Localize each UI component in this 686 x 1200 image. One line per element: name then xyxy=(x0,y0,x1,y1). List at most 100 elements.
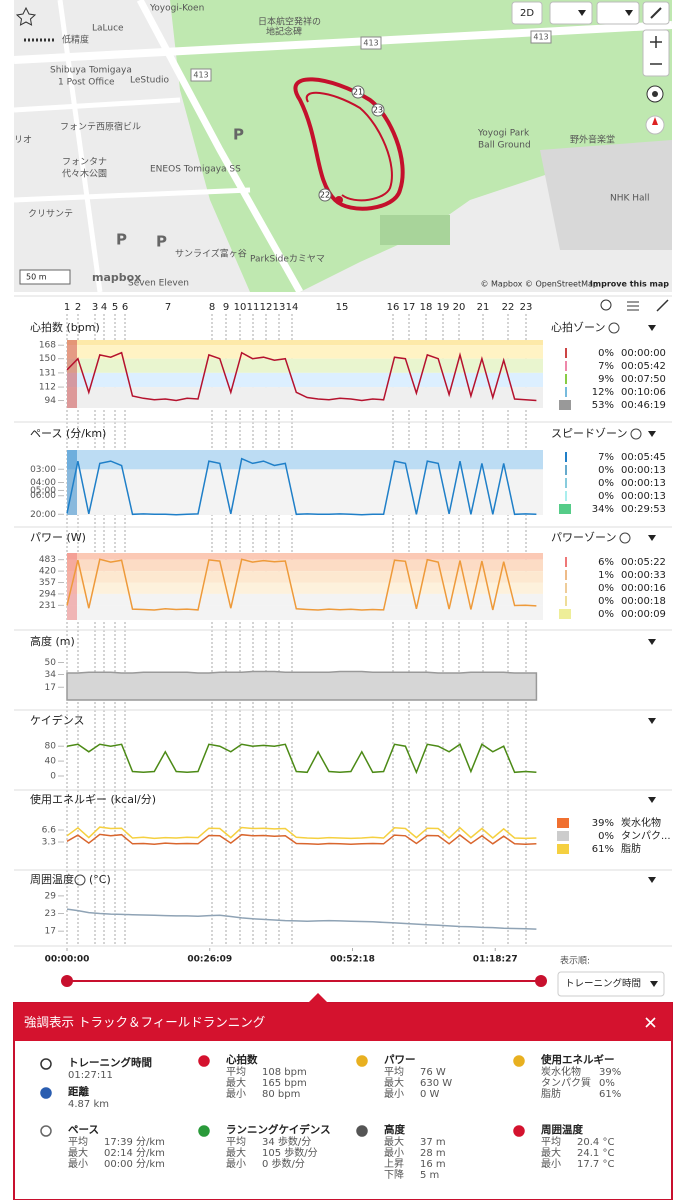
stat-value: 0% xyxy=(599,1078,615,1089)
scale-label: 50 m xyxy=(26,273,47,282)
zone-band xyxy=(67,372,543,388)
y-tick-label: 05:00 xyxy=(30,486,56,496)
lap-number: 16 xyxy=(387,302,400,313)
stat-label: 脂肪 xyxy=(541,1087,561,1100)
zone-percent: 12% xyxy=(592,387,614,398)
lap-number: 5 xyxy=(112,302,118,313)
zone-swatch xyxy=(557,831,569,841)
lap-marker xyxy=(318,188,332,202)
stat-value: 5 m xyxy=(420,1170,439,1181)
lap-marker-label: 21 xyxy=(353,88,363,97)
zone-band xyxy=(67,345,543,359)
expand-icon xyxy=(656,299,669,312)
zone-swatch xyxy=(565,452,567,462)
zone-swatch xyxy=(565,465,567,475)
zone-percent: 0% xyxy=(598,596,614,607)
dropdown-arrow xyxy=(648,877,656,883)
zone-time: 00:00:13 xyxy=(621,478,666,489)
info-icon xyxy=(619,532,631,544)
zone-band xyxy=(67,553,543,560)
stat-label: 平均 xyxy=(226,1066,246,1078)
zone-band xyxy=(67,582,543,594)
y-tick-label: 168 xyxy=(39,341,56,351)
y-tick-label: 112 xyxy=(39,383,56,393)
zone-band xyxy=(67,340,543,346)
lap-number: 1 xyxy=(64,302,70,313)
map-label: Yoyogi Park xyxy=(477,129,530,139)
stat-icon xyxy=(356,1125,368,1137)
zone-percent: 7% xyxy=(598,361,614,372)
map xyxy=(13,0,673,294)
stat-label: タンパク質 xyxy=(541,1076,591,1089)
close-button[interactable] xyxy=(645,1017,656,1028)
map-label: 地記念碑 xyxy=(266,26,302,38)
dropdown-arrow xyxy=(650,981,658,987)
slider-handle[interactable] xyxy=(61,975,73,987)
mode-button[interactable]: 2D xyxy=(520,8,534,19)
zone-band xyxy=(67,387,543,401)
map-label: NHK Hall xyxy=(610,194,650,204)
stat-title: パワー xyxy=(384,1054,416,1066)
lap-number: 23 xyxy=(520,302,533,313)
stat-title: 使用エネルギー xyxy=(540,1053,615,1066)
improve-link[interactable]: Improve this map xyxy=(590,280,669,289)
line xyxy=(66,826,537,840)
map-label: 413 xyxy=(533,33,548,42)
zone-swatch xyxy=(557,844,569,854)
map-label: Seven Eleven xyxy=(128,279,189,289)
y-tick-label: 3.3 xyxy=(42,838,56,848)
chart-title: 心拍数 (bpm) xyxy=(30,320,100,334)
zone-swatch xyxy=(565,583,567,593)
y-tick-label: 34 xyxy=(45,670,57,680)
road-shield xyxy=(530,30,552,44)
stat-value: 630 W xyxy=(420,1078,452,1089)
y-tick-label: 150 xyxy=(39,354,56,364)
stat-label: 最小 xyxy=(226,1158,246,1170)
zone-percent: 0% xyxy=(598,831,614,842)
stat-value: 20.4 °C xyxy=(577,1137,614,1148)
map-label: 413 xyxy=(363,39,378,48)
stat-label: 炭水化物 xyxy=(541,1065,581,1078)
y-tick-label: 483 xyxy=(39,555,56,565)
zone-percent: 9% xyxy=(598,374,614,385)
line xyxy=(66,743,537,775)
zone-time: 00:00:09 xyxy=(621,609,666,620)
zone-time: 00:46:19 xyxy=(621,400,666,411)
lap-number: 14 xyxy=(286,302,299,313)
zone-band xyxy=(67,593,543,606)
stat-label: 最小 xyxy=(384,1147,404,1159)
x-tick-label: 01:18:27 xyxy=(473,955,518,965)
lap-number: 9 xyxy=(223,302,229,313)
sort-dropdown[interactable] xyxy=(557,971,665,997)
slider-handle[interactable] xyxy=(535,975,547,987)
y-tick-label: 357 xyxy=(39,578,56,588)
stat-title: 周囲温度 xyxy=(541,1123,583,1136)
line xyxy=(66,351,537,402)
zone-time: 00:00:33 xyxy=(621,570,666,581)
zone-band xyxy=(67,571,543,583)
y-tick-label: 06:00 xyxy=(30,491,56,501)
dropdown-arrow xyxy=(648,639,656,645)
map-label: Ball Ground xyxy=(478,141,531,151)
zone-time: 00:05:22 xyxy=(621,557,666,568)
stat-label: 最小 xyxy=(541,1158,561,1170)
info-icon xyxy=(74,874,86,886)
zone-label: 炭水化物 xyxy=(621,816,661,829)
lap-number: 2 xyxy=(75,302,81,313)
stat-value: 24.1 °C xyxy=(577,1148,614,1159)
stat-label: 平均 xyxy=(384,1066,404,1078)
zone-swatch xyxy=(565,491,567,501)
lap-number: 21 xyxy=(477,302,490,313)
stat-value: 165 bpm xyxy=(262,1078,307,1089)
stat-title: ランニングケイデンス xyxy=(226,1123,331,1136)
lap-marker xyxy=(351,85,365,99)
y-tick-label: 29 xyxy=(45,891,57,901)
dropdown-arrow xyxy=(648,325,656,331)
stat-value: 37 m xyxy=(420,1137,446,1148)
y-tick-label: 17 xyxy=(45,683,56,693)
stat-icon xyxy=(513,1055,525,1067)
info-icon xyxy=(630,428,642,440)
zone-time: 00:07:50 xyxy=(621,374,666,385)
map-label: Yoyogi-Koen xyxy=(149,4,204,14)
stat-label: 平均 xyxy=(68,1136,88,1148)
